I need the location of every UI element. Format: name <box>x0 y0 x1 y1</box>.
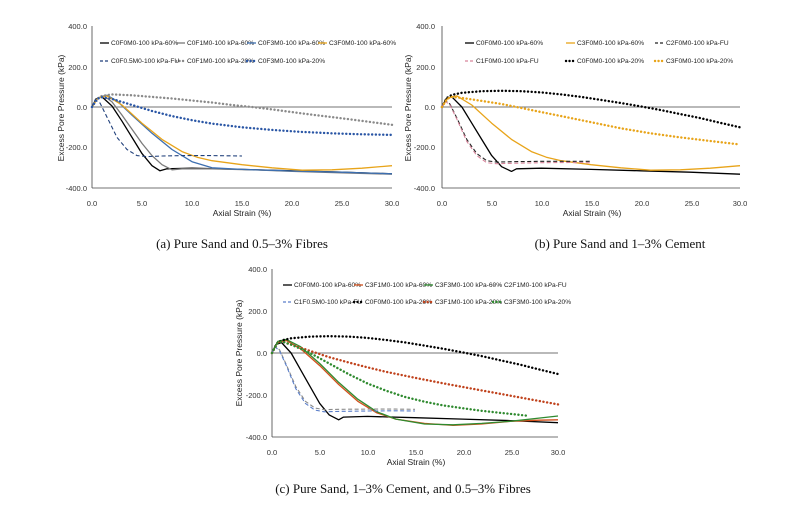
panel-c-yticks: 400.0 200.0 0.0 -200.0 -400.0 <box>246 265 267 442</box>
panel-c-xticks: 0.0 5.0 10.0 15.0 20.0 25.0 30.0 <box>267 448 566 457</box>
series-line <box>271 345 416 411</box>
panel-a-legend: C0F0M0-100 kPa-60% C0F1M0-100 kPa-60% C0F3… <box>100 40 396 65</box>
legend-label: C0F0.5M0-100 kPa-FU <box>111 58 179 65</box>
panel-a-xtick: 25.0 <box>335 199 350 208</box>
legend-label: C0F3M0-100 kPa-60% <box>258 40 325 47</box>
series-line <box>440 95 742 146</box>
legend-label: C3F0M0-100 kPa-20% <box>666 58 733 65</box>
panel-b-xtick: 0.0 <box>437 199 447 208</box>
panel-a-xtick: 0.0 <box>87 199 97 208</box>
chart-panel-c: Excess Pore Pressure (kPa) 400.0 200.0 0… <box>234 265 571 496</box>
legend-label: C2F0M0-100 kPa-FU <box>666 40 729 47</box>
legend-label: C3F3M0-100 kPa-20% <box>504 299 571 306</box>
panel-a-xlabel: Axial Strain (%) <box>213 208 272 218</box>
legend-label: C3F1M0-100 kPa-60% <box>365 282 432 289</box>
panel-b-xtick: 25.0 <box>685 199 700 208</box>
series-line <box>270 335 560 376</box>
panel-c-ytick: 200.0 <box>248 307 267 316</box>
panel-c-legend: C0F0M0-100 kPa-60% C3F1M0-100 kPa-60% C3F3… <box>283 282 571 306</box>
series-line <box>440 89 742 129</box>
panel-c-xtick: 5.0 <box>315 448 325 457</box>
series-line <box>441 95 741 171</box>
legend-label: C0F1M0-100 kPa-60% <box>187 40 254 47</box>
panel-c-xtick: 30.0 <box>551 448 566 457</box>
panel-a-ytick: 0.0 <box>77 103 87 112</box>
panel-b-ytick: 200.0 <box>416 63 435 72</box>
chart-panel-b: Excess Pore Pressure (kPa) 400.0 200.0 0… <box>403 22 747 251</box>
panel-a-xtick: 10.0 <box>185 199 200 208</box>
legend-label: C0F1M0-100 kPa-20% <box>187 58 254 65</box>
series-line <box>91 99 243 158</box>
panel-b-xtick: 30.0 <box>733 199 748 208</box>
panel-a-caption: (a) Pure Sand and 0.5–3% Fibres <box>156 236 328 251</box>
panel-c-caption: (c) Pure Sand, 1–3% Cement, and 0.5–3% F… <box>275 481 531 496</box>
panel-c-ytick: -200.0 <box>246 391 267 400</box>
panel-b-xtick: 10.0 <box>535 199 550 208</box>
chart-panel-a: Excess Pore Pressure (kPa) 400.0 200.0 0… <box>56 22 399 251</box>
panel-c-xtick: 10.0 <box>361 448 376 457</box>
series-line <box>441 99 591 163</box>
panel-b-ytick: 400.0 <box>416 22 435 31</box>
panel-a-xtick: 15.0 <box>235 199 250 208</box>
panel-c-xtick: 15.0 <box>409 448 424 457</box>
panel-b-ytick: -200.0 <box>414 143 435 152</box>
series-line <box>441 96 741 175</box>
panel-b-plot <box>440 26 742 189</box>
panel-a-xtick: 20.0 <box>285 199 300 208</box>
legend-label: C0F0M0-100 kPa-60% <box>294 282 361 289</box>
legend-label: C0F0M0-100 kPa-20% <box>577 58 644 65</box>
panel-c-xlabel: Axial Strain (%) <box>387 457 446 467</box>
panel-b-xlabel: Axial Strain (%) <box>563 208 622 218</box>
panel-c-xtick: 20.0 <box>457 448 472 457</box>
panel-b-yticks: 400.0 200.0 0.0 -200.0 -400.0 <box>414 22 435 193</box>
legend-label: C1F0.5M0-100 kPa-FU <box>294 299 362 306</box>
panel-b-xticks: 0.0 5.0 10.0 15.0 20.0 25.0 30.0 <box>437 199 748 208</box>
legend-label: C0F3M0-100 kPa-20% <box>258 58 325 65</box>
legend-label: C0F0M0-100 kPa-20% <box>365 299 432 306</box>
panel-b-ylabel: Excess Pore Pressure (kPa) <box>403 54 413 161</box>
series-line <box>270 340 531 418</box>
legend-label: C3F1M0-100 kPa-20% <box>435 299 502 306</box>
panel-a-ytick: 200.0 <box>68 63 87 72</box>
series-line <box>271 338 559 426</box>
panel-c-ytick: -400.0 <box>246 433 267 442</box>
panel-b-xtick: 15.0 <box>585 199 600 208</box>
legend-label: C3F0M0-100 kPa-60% <box>577 40 644 47</box>
series-line <box>90 93 394 126</box>
panel-c-ylabel: Excess Pore Pressure (kPa) <box>234 299 244 406</box>
panel-b-caption: (b) Pure Sand and 1–3% Cement <box>535 236 706 251</box>
panel-a-xtick: 30.0 <box>385 199 400 208</box>
panel-a-ytick: -400.0 <box>66 184 87 193</box>
panel-a-xticks: 0.0 5.0 10.0 15.0 20.0 25.0 30.0 <box>87 199 400 208</box>
legend-label: C3F0M0-100 kPa-60% <box>329 40 396 47</box>
panel-a-ytick: -200.0 <box>66 143 87 152</box>
panel-b-xtick: 5.0 <box>487 199 497 208</box>
panel-a-xtick: 5.0 <box>137 199 147 208</box>
legend-label: C3F3M0-100 kPa-60% <box>435 282 502 289</box>
panel-a-plot <box>90 26 394 189</box>
panel-c-ytick: 400.0 <box>248 265 267 274</box>
panel-b-xtick: 20.0 <box>635 199 650 208</box>
panel-a-ylabel: Excess Pore Pressure (kPa) <box>56 54 66 161</box>
panel-c-xtick: 0.0 <box>267 448 277 457</box>
legend-label: C1F0M0-100 kPa-FU <box>476 58 539 65</box>
panel-c-xtick: 25.0 <box>505 448 520 457</box>
panel-b-legend: C0F0M0-100 kPa-60% C3F0M0-100 kPa-60% C2F0… <box>465 40 733 65</box>
series-line <box>90 96 394 137</box>
panel-a-ytick: 400.0 <box>68 22 87 31</box>
panel-b-ytick: 0.0 <box>425 103 435 112</box>
panel-b-ytick: -400.0 <box>414 184 435 193</box>
legend-label: C2F1M0-100 kPa-FU <box>504 282 567 289</box>
legend-label: C0F0M0-100 kPa-60% <box>111 40 178 47</box>
legend-label: C0F0M0-100 kPa-60% <box>476 40 543 47</box>
panel-c-ytick: 0.0 <box>257 349 267 358</box>
panel-a-yticks: 400.0 200.0 0.0 -200.0 -400.0 <box>66 22 87 193</box>
panel-c-plot <box>270 269 560 438</box>
series-line <box>271 341 559 424</box>
